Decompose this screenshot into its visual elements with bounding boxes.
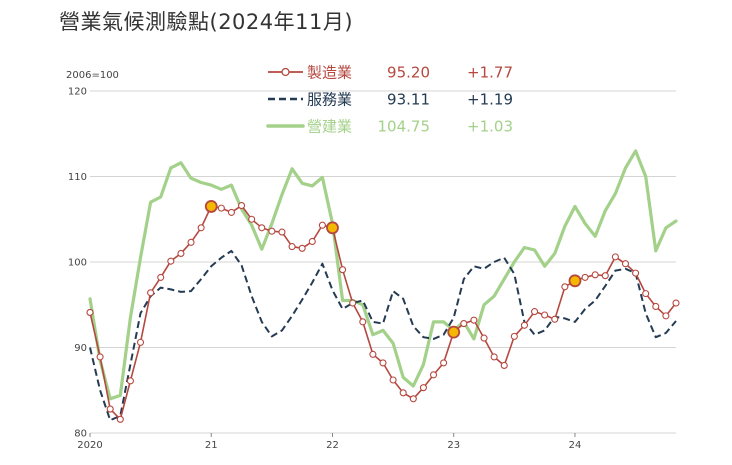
data-point	[349, 299, 357, 307]
data-point	[642, 290, 650, 298]
data-point	[460, 320, 468, 328]
data-point	[197, 224, 205, 232]
data-point	[248, 215, 256, 223]
data-point	[136, 338, 145, 346]
data-point	[591, 271, 599, 279]
series-3	[88, 149, 678, 401]
data-point	[399, 389, 407, 397]
data-point	[541, 311, 549, 319]
data-point	[551, 315, 559, 323]
legend-name: 營建業	[307, 118, 352, 136]
data-point	[561, 283, 569, 291]
data-point	[470, 316, 478, 324]
data-point	[308, 237, 316, 246]
legend-name: 製造業	[307, 64, 352, 82]
data-point	[369, 350, 377, 358]
legend-latest: 93.11	[387, 91, 430, 109]
data-point	[409, 395, 417, 403]
highlight-point	[447, 325, 461, 339]
series-2	[89, 249, 677, 422]
data-point	[621, 260, 630, 268]
data-point	[672, 299, 680, 307]
y-tick-label: 80	[74, 429, 87, 440]
legend-latest: 104.75	[378, 118, 431, 136]
series-layer	[86, 149, 680, 423]
chart-title: 營業氣候測驗點(2024年11月)	[59, 10, 354, 34]
data-point	[318, 221, 326, 229]
series-line	[89, 249, 677, 422]
data-point	[298, 244, 306, 252]
legend-change: +1.19	[467, 91, 513, 109]
data-point	[500, 361, 508, 370]
data-point	[419, 384, 427, 392]
data-point	[389, 376, 397, 384]
grid	[90, 90, 676, 434]
data-point	[106, 405, 114, 413]
data-point	[510, 332, 518, 340]
data-point	[490, 353, 498, 361]
data-point	[288, 243, 296, 251]
y-axis-ticks: 80 90 100 110 120	[68, 87, 87, 440]
data-point	[581, 273, 589, 281]
series-line	[89, 204, 677, 421]
data-point	[440, 359, 448, 367]
legend-marker	[281, 67, 290, 77]
data-point	[520, 321, 528, 329]
data-point	[480, 334, 488, 342]
data-point	[217, 204, 225, 212]
data-point	[429, 371, 438, 379]
data-point	[167, 257, 175, 265]
data-point	[611, 253, 619, 261]
x-tick-label: 22	[326, 440, 339, 451]
y-axis-label: 2006=100	[66, 70, 119, 81]
data-point	[531, 308, 539, 316]
data-point	[96, 353, 104, 361]
legend-change: +1.77	[467, 64, 513, 82]
data-point	[126, 377, 134, 385]
series-1	[86, 200, 680, 423]
data-point	[86, 308, 94, 316]
data-point	[116, 415, 124, 423]
data-point	[268, 227, 276, 235]
data-point	[339, 266, 347, 274]
data-point	[652, 302, 660, 311]
y-tick-label: 120	[68, 87, 87, 98]
data-point	[187, 238, 195, 246]
data-point	[601, 272, 609, 280]
data-point	[147, 289, 155, 297]
y-tick-label: 90	[74, 343, 87, 354]
data-point	[662, 312, 670, 320]
y-tick-label: 110	[68, 172, 87, 183]
x-tick-label: 24	[569, 440, 582, 451]
series-line	[88, 149, 678, 401]
legend-entry: 營建業 104.75 +1.03	[266, 118, 513, 136]
legend-entry: 製造業 95.20 +1.77	[268, 64, 513, 82]
data-point	[379, 359, 387, 367]
x-tick-label: 2020	[77, 440, 102, 451]
x-axis-ticks: 2020 21 22 23 24	[77, 433, 581, 451]
x-tick-label: 23	[447, 440, 460, 451]
legend-latest: 95.20	[387, 64, 430, 82]
data-point	[177, 249, 185, 257]
legend-name: 服務業	[307, 91, 352, 109]
x-tick-label: 21	[205, 440, 218, 451]
data-point	[258, 224, 266, 232]
data-point	[238, 202, 246, 210]
data-point	[359, 318, 367, 326]
highlight-point	[568, 274, 582, 288]
legend-entry: 服務業 93.11 +1.19	[268, 91, 513, 109]
highlight-point	[204, 200, 218, 213]
highlight-point	[326, 221, 339, 235]
legend: 製造業 95.20 +1.77 服務業 93.11 +1.19 營建業 104.75 +1.03	[266, 64, 513, 136]
data-point	[632, 269, 640, 277]
data-point	[227, 208, 235, 216]
data-point	[157, 273, 165, 281]
data-point	[278, 228, 286, 236]
legend-change: +1.03	[467, 118, 513, 136]
y-tick-label: 100	[68, 258, 87, 269]
